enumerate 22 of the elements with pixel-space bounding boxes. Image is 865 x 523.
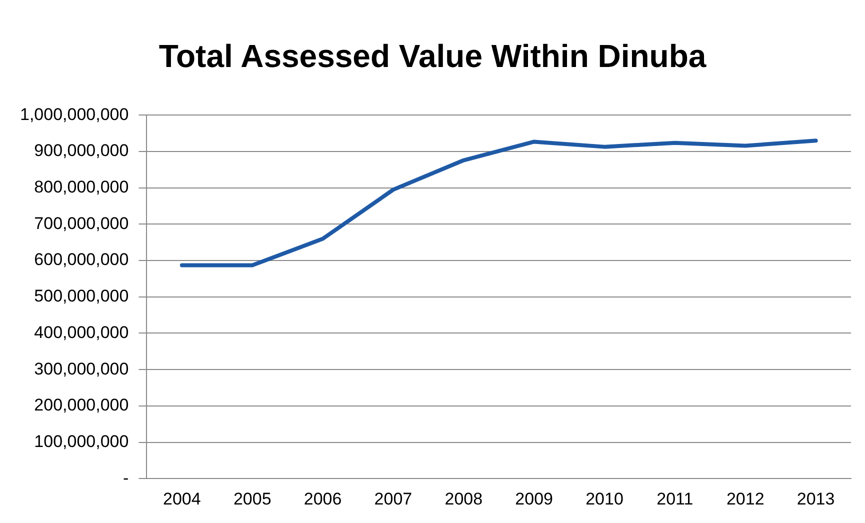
y-tick-label: 400,000,000 [34, 322, 129, 342]
x-tick-label: 2005 [233, 489, 272, 508]
x-tick-label: 2004 [163, 489, 201, 508]
y-tick-label: 700,000,000 [34, 214, 129, 233]
x-tick-label: 2006 [304, 489, 342, 508]
y-tick-label: - [123, 468, 129, 488]
x-tick-label: 2009 [515, 489, 553, 508]
chart-title: Total Assessed Value Within Dinuba [158, 38, 708, 75]
x-tick-label: 2008 [444, 489, 483, 508]
x-tick-label: 2011 [656, 489, 694, 508]
y-tick-label: 1,000,000,000 [20, 104, 129, 124]
x-tick-label: 2012 [726, 489, 764, 508]
x-tick-label: 2013 [796, 489, 835, 508]
x-tick-label: 2010 [586, 489, 624, 508]
y-tick-label: 200,000,000 [34, 396, 129, 415]
y-tick-label: 900,000,000 [34, 141, 129, 160]
y-tick-label: 300,000,000 [34, 359, 129, 378]
x-tick-label: 2007 [374, 489, 412, 508]
y-tick-label: 500,000,000 [34, 286, 129, 306]
y-tick-label: 600,000,000 [34, 250, 129, 270]
y-tick-label: 100,000,000 [34, 432, 129, 451]
y-tick-label: 800,000,000 [34, 178, 129, 197]
